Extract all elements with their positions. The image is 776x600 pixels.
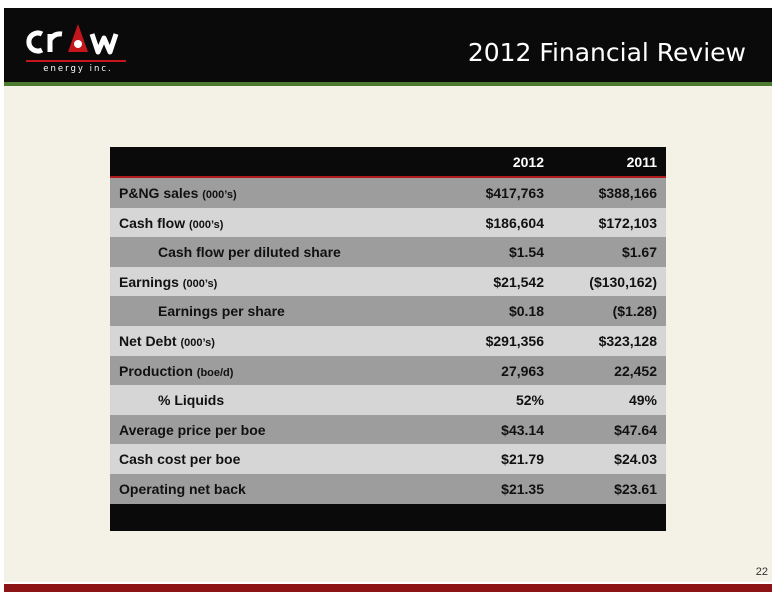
row-label: Cash flow per diluted share (158, 244, 341, 260)
slide-title: 2012 Financial Review (467, 38, 746, 67)
value-2012: $21,542 (493, 273, 544, 290)
row-unit: (000’s) (189, 218, 224, 231)
table-row: Production (boe/d) 27,963 22,452 (110, 355, 666, 386)
value-2012: $1.54 (508, 244, 544, 261)
value-2011: $388,166 (598, 185, 657, 201)
value-2011: 49% (628, 392, 657, 409)
row-label: % Liquids (158, 392, 224, 408)
row-label: Net Debt (000’s) (119, 333, 215, 349)
row-label-text: P&NG sales (119, 185, 199, 201)
header-divider (110, 176, 666, 178)
table-row: Operating net back $21.35 $23.61 (110, 473, 666, 504)
row-unit: (000’s) (202, 189, 237, 201)
value-2012: $0.18 (508, 303, 544, 320)
financial-table: 2012 2011 P&NG sales (000’s) $417,763 $388… (110, 147, 666, 531)
row-unit: (boe/d) (196, 366, 234, 379)
value-2011: $24.03 (614, 451, 657, 468)
value-2012: $291,356 (485, 332, 544, 349)
row-label: Cash flow (000’s) (119, 215, 223, 231)
value-2011: ($1.28) (612, 303, 657, 320)
row-label: Operating net back (119, 481, 246, 497)
value-2011: $47.64 (614, 421, 657, 438)
row-label-text: Cash cost per boe (119, 451, 241, 468)
table-row: Cash flow (000’s) $186,604 $172,103 (110, 207, 666, 238)
value-2012: 52% (515, 392, 544, 409)
row-label-text: Average price per boe (119, 421, 266, 438)
value-2011: $323,128 (598, 332, 657, 349)
value-2011: $172,103 (598, 214, 657, 231)
table-row: Net Debt (000’s) $291,356 $323,128 (110, 325, 666, 356)
logo-subtitle: energy inc. (43, 64, 113, 74)
value-2011: ($130,162) (589, 273, 657, 290)
row-label-text: Operating net back (119, 480, 246, 497)
page-number: 22 (755, 566, 768, 578)
footer-rule (4, 584, 772, 592)
table-row: Cash flow per diluted share $1.54 $1.67 (110, 237, 666, 267)
table-body: P&NG sales (000’s) $417,763 $388,166 Cash f… (110, 178, 666, 504)
row-unit: (000’s) (180, 336, 215, 349)
logo-underline (26, 60, 126, 62)
value-2012: $417,763 (485, 185, 544, 201)
table-header: 2012 2011 (110, 147, 666, 176)
value-2011: $23.61 (614, 480, 657, 497)
row-label-text: Production (119, 362, 193, 379)
column-header-2011: 2011 (626, 154, 657, 170)
value-2012: $43.14 (501, 421, 544, 438)
value-2012: $186,604 (485, 214, 544, 231)
row-label-text: Cash flow (119, 214, 186, 231)
table-row: Earnings (000’s) $21,542 ($130,162) (110, 266, 666, 297)
table-row: Average price per boe $43.14 $47.64 (110, 414, 666, 445)
value-2011: 22,452 (614, 362, 657, 379)
value-2012: $21.35 (501, 480, 544, 497)
row-label: Earnings per share (158, 303, 285, 319)
row-label: Average price per boe (119, 422, 266, 438)
row-label: P&NG sales (000’s) (119, 185, 237, 201)
row-label: Cash cost per boe (119, 451, 240, 467)
table-row: % Liquids 52% 49% (110, 385, 666, 415)
table-row: P&NG sales (000’s) $417,763 $388,166 (110, 178, 666, 208)
row-label-text: Earnings per share (158, 303, 285, 320)
crew-logo: energy inc. (24, 22, 134, 78)
column-header-2012: 2012 (512, 154, 544, 170)
value-2012: $21.79 (501, 451, 544, 468)
header-rule (4, 82, 772, 86)
table-row: Cash cost per boe $21.79 $24.03 (110, 444, 666, 474)
value-2011: $1.67 (621, 244, 657, 261)
row-label: Earnings (000’s) (119, 274, 217, 290)
row-label: Production (boe/d) (119, 363, 233, 379)
logo-wordmark (26, 24, 119, 55)
value-2012: 27,963 (501, 362, 544, 379)
row-unit: (000’s) (182, 277, 218, 290)
table-row: Earnings per share $0.18 ($1.28) (110, 296, 666, 326)
row-label-text: Net Debt (119, 332, 177, 349)
header-bar: energy inc. 2012 Financial Review (4, 8, 772, 82)
row-label-text: Cash flow per diluted share (158, 244, 341, 261)
row-label-text: % Liquids (158, 392, 225, 409)
row-label-text: Earnings (119, 273, 179, 290)
